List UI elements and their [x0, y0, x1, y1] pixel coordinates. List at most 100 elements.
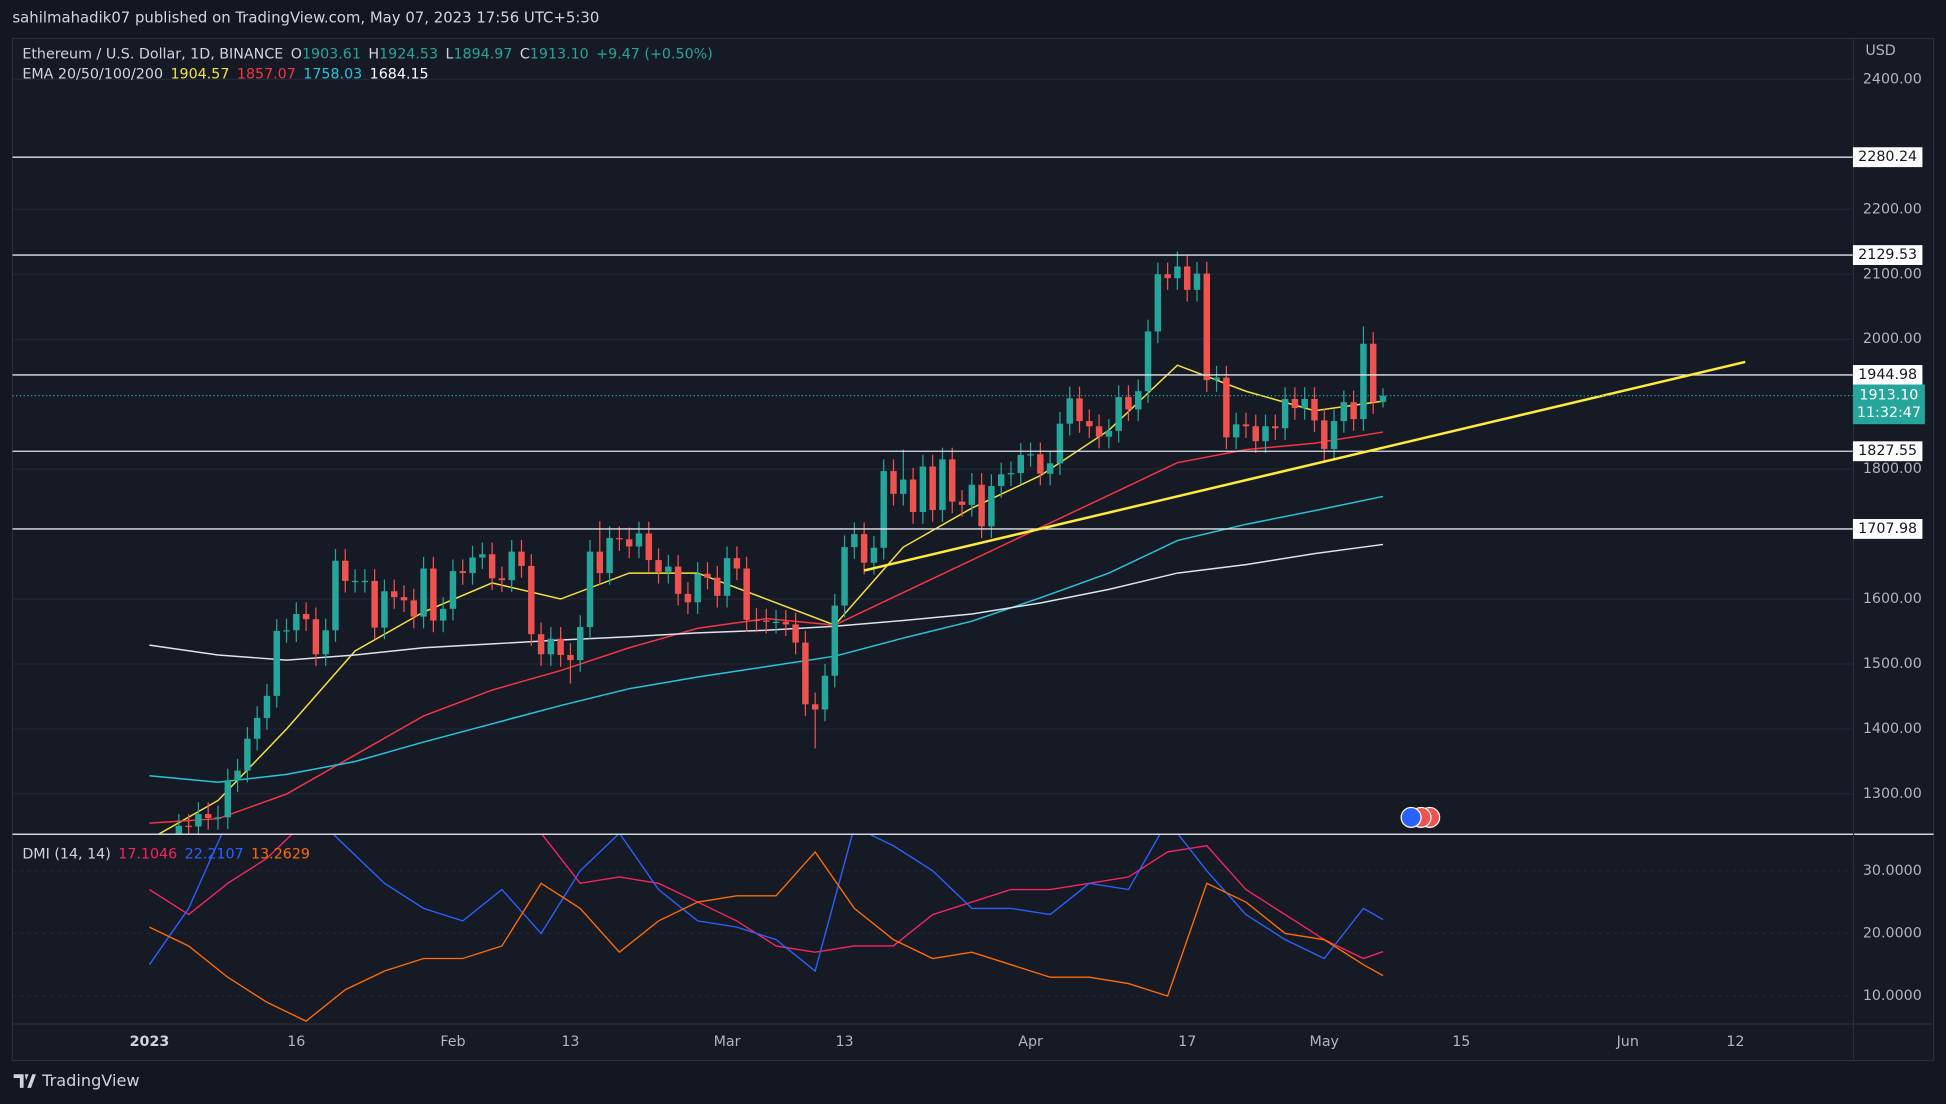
candle-body: [586, 551, 594, 628]
logo-mark: [13, 1074, 36, 1088]
candle-body: [1330, 421, 1338, 450]
price-pane: [12, 78, 1853, 834]
candle-body: [400, 597, 408, 601]
candle-body: [635, 533, 643, 547]
y-tick-label: 1600.00: [1863, 591, 1922, 607]
ema-line: [149, 495, 1384, 783]
ema-title: EMA 20/50/100/200: [22, 66, 163, 82]
event-icons[interactable]: [1400, 806, 1441, 828]
candle-body: [890, 471, 897, 494]
candle-body: [949, 459, 956, 502]
candle-body: [704, 573, 711, 578]
candle-body: [577, 627, 584, 661]
candle-body: [851, 534, 858, 548]
candle-body: [1056, 423, 1064, 464]
candle-body: [234, 770, 241, 781]
x-tick-label: Feb: [440, 1034, 465, 1050]
candle-body: [312, 619, 320, 655]
candle-body: [625, 539, 633, 547]
candle-body: [557, 638, 564, 655]
candle-body: [968, 484, 976, 505]
candle-body: [1046, 463, 1054, 474]
candle-body: [978, 484, 985, 527]
candle-body: [1213, 377, 1220, 381]
candle-body: [1311, 398, 1318, 421]
candle-body: [1086, 421, 1093, 427]
price-label: 1913.10: [1859, 388, 1918, 404]
candle-body: [528, 565, 535, 635]
candle-body: [1017, 454, 1025, 474]
candle-body: [537, 634, 545, 655]
y-tick-label: 2400.00: [1863, 71, 1922, 87]
brand-name: TradingView: [41, 1071, 139, 1090]
candle-body: [674, 566, 682, 594]
candle-body: [782, 621, 790, 625]
candle-body: [900, 479, 907, 494]
candle-body: [273, 630, 280, 696]
candle-body: [860, 534, 868, 563]
candle-body: [1321, 420, 1328, 450]
x-tick-label: Apr: [1018, 1034, 1043, 1050]
y-tick-label: 10.0000: [1863, 988, 1922, 1004]
dmi-pane: [12, 834, 1853, 1022]
candle-body: [1193, 273, 1201, 290]
candle-body: [802, 642, 809, 705]
open-label: O: [291, 47, 302, 63]
candle-body: [811, 704, 819, 710]
chart-frame: [11, 37, 1935, 1062]
candle-body: [753, 619, 760, 622]
candle-body: [469, 557, 476, 574]
candle-body: [606, 538, 613, 574]
y-tick-label: 20.0000: [1863, 925, 1922, 941]
candle-body: [1350, 402, 1357, 420]
dmi-title: DMI (14, 14): [22, 847, 110, 863]
candle-body: [322, 630, 329, 655]
candle-body: [332, 560, 339, 631]
plus-di-value: 22.2107: [185, 847, 244, 863]
candle-body: [1262, 426, 1269, 442]
candle-body: [909, 479, 917, 513]
candle-body: [1340, 402, 1348, 422]
candle-body: [1223, 377, 1230, 438]
candle-body: [518, 551, 525, 566]
adx-value: 13.2629: [251, 847, 310, 863]
level-label: 1944.98: [1858, 367, 1917, 383]
change-value: +9.47 (+0.50%): [596, 47, 713, 63]
candle-body: [371, 580, 378, 628]
candle-body: [1369, 343, 1377, 403]
candle-body: [1164, 274, 1171, 279]
level-label: 2280.24: [1858, 149, 1917, 165]
candle-body: [1007, 473, 1015, 475]
ema200-value: 1684.15: [370, 66, 429, 82]
candle-body: [1291, 398, 1299, 409]
candle-body: [459, 571, 466, 574]
x-tick-label: 2023: [130, 1034, 170, 1050]
candle-body: [547, 638, 555, 655]
level-label-box: [1852, 519, 1923, 539]
candle-body: [831, 605, 838, 676]
high-label: H: [368, 47, 379, 63]
candle-body: [1144, 331, 1152, 392]
x-tick-label: 13: [835, 1034, 853, 1050]
ema100-value: 1758.03: [303, 66, 362, 82]
candle-body: [1037, 454, 1044, 474]
candle-body: [1242, 424, 1250, 427]
event-icon[interactable]: [1400, 806, 1422, 828]
candle-body: [1301, 398, 1308, 409]
candle-body: [1252, 426, 1259, 442]
x-tick-label: Mar: [714, 1034, 741, 1050]
candle-body: [204, 814, 212, 818]
candle-body: [743, 568, 750, 620]
candle-body: [439, 608, 447, 621]
candle-body: [1135, 391, 1142, 410]
candle-body: [772, 621, 780, 624]
candle-body: [508, 551, 515, 581]
level-label-box: [1852, 441, 1923, 462]
candle-body: [342, 560, 349, 581]
candle-body: [195, 814, 202, 827]
candle-body: [1281, 398, 1289, 429]
y-tick-label: 1300.00: [1863, 786, 1922, 802]
candle-body: [283, 630, 290, 632]
